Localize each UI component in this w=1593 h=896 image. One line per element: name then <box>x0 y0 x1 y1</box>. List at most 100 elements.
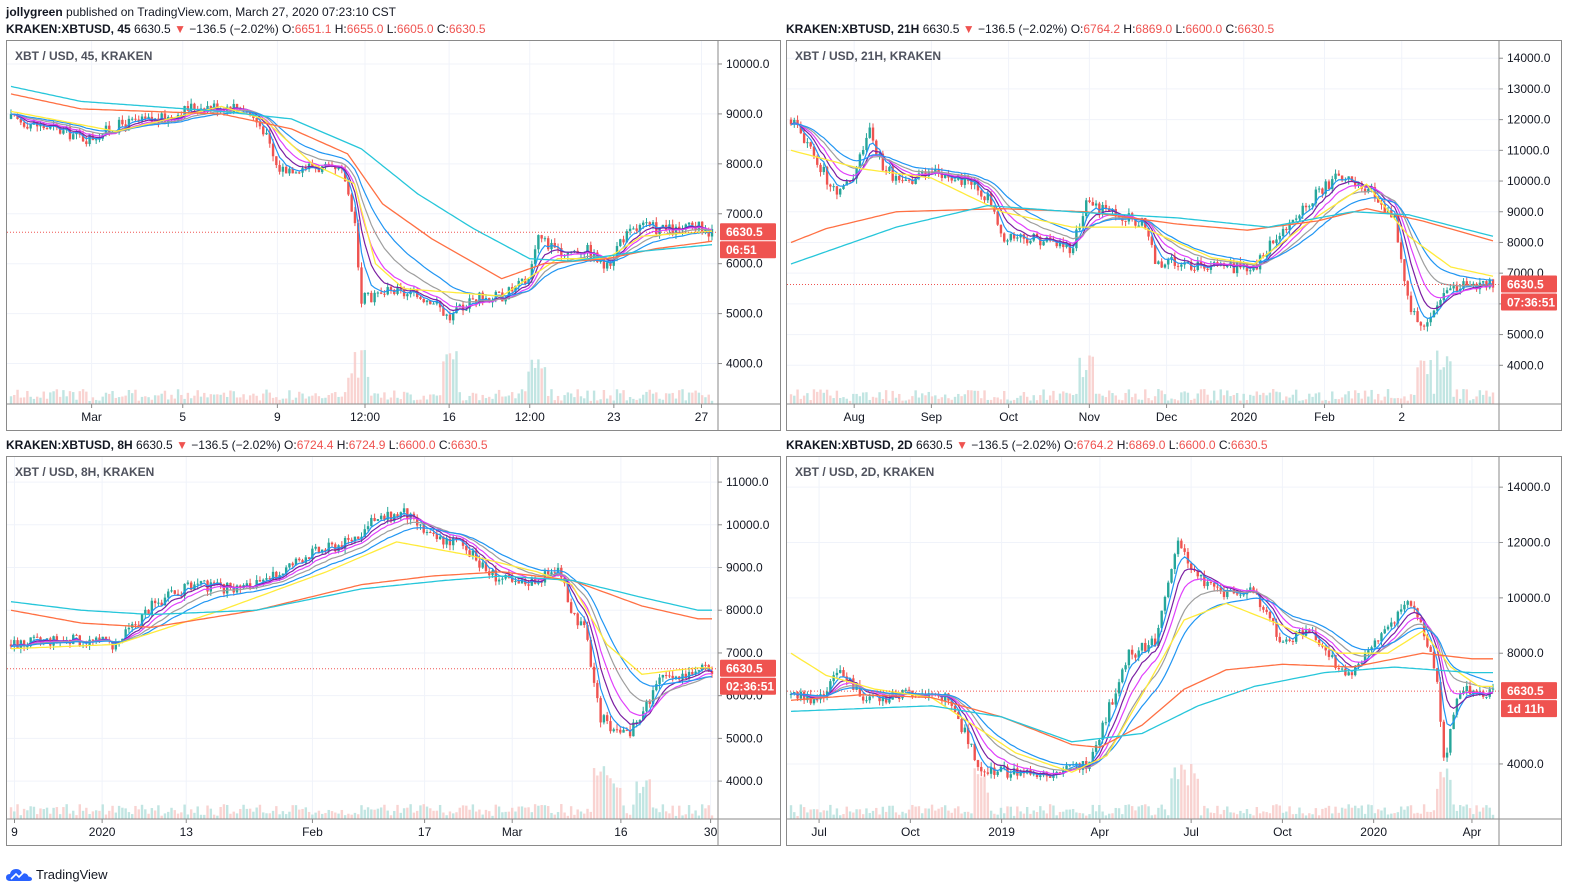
candle-body <box>353 536 357 542</box>
volume-bar <box>599 771 602 819</box>
volume-bar <box>1206 394 1209 404</box>
volume-bar <box>599 399 602 404</box>
volume-bar <box>835 390 839 404</box>
ema-slow-line <box>10 85 713 262</box>
chart-watermark: XBT / USD, 45, KRAKEN <box>15 49 153 63</box>
candle-body <box>1094 203 1098 206</box>
candle-body <box>357 223 360 268</box>
candle-body <box>1209 265 1213 270</box>
candle-body <box>553 572 556 574</box>
volume-bar <box>445 354 448 404</box>
volume-bar <box>1212 390 1216 404</box>
volume-bar <box>1409 394 1413 404</box>
volume-bar <box>1455 389 1459 404</box>
volume-bar <box>334 812 337 819</box>
candle-body <box>569 602 573 613</box>
volume-bar <box>1399 398 1403 404</box>
candle-body <box>301 560 304 563</box>
volume-bar <box>478 809 481 819</box>
volume-bar <box>1186 392 1190 404</box>
candle-body <box>402 508 406 513</box>
candle-body <box>1150 638 1154 646</box>
volume-bar <box>898 393 901 404</box>
candle-body <box>62 130 65 134</box>
volume-bar <box>124 395 127 404</box>
volume-bar <box>153 810 157 819</box>
chart-panel-45[interactable]: 10000.0 9000.0 8000.0 7000.0 6000.0 5000.0 400… <box>6 40 781 431</box>
volume-bar <box>101 396 104 404</box>
candle-body <box>619 239 622 247</box>
candle-body <box>1367 650 1370 654</box>
volume-bar <box>625 813 629 819</box>
candle-body <box>104 636 108 640</box>
volume-bar <box>98 810 101 819</box>
candle-body <box>435 533 439 540</box>
volume-bar <box>1117 808 1121 819</box>
volume-bar <box>275 397 278 404</box>
candle-body <box>140 116 144 122</box>
chart-panel-21h[interactable]: 14000.0 13000.0 12000.0 11000.0 10000.0 9000.… <box>786 40 1562 431</box>
candle-body <box>108 125 111 133</box>
legend-symbol[interactable]: KRAKEN:XBTUSD, 45 <box>6 22 131 36</box>
volume-bar <box>858 809 862 819</box>
legend-open: 6764.2 <box>1083 22 1124 36</box>
volume-bar <box>619 787 622 819</box>
candle-body <box>1170 569 1173 583</box>
volume-bar <box>1439 771 1442 819</box>
legend-symbol[interactable]: KRAKEN:XBTUSD, 8H <box>6 438 133 452</box>
chart-panel-8h[interactable]: 11000.0 10000.0 9000.0 8000.0 7000.0 6000.0 50… <box>6 456 781 846</box>
volume-bar <box>1167 400 1170 404</box>
legend-symbol[interactable]: KRAKEN:XBTUSD, 21H <box>786 22 920 36</box>
candle-body <box>1485 696 1488 698</box>
candle-body <box>386 511 389 520</box>
volume-bar <box>861 392 865 404</box>
candle-body <box>402 289 406 297</box>
volume-bar <box>1107 813 1111 819</box>
volume-bar <box>1006 806 1009 819</box>
candle-body <box>809 142 812 147</box>
volume-bar <box>697 815 701 819</box>
candle-body <box>1173 554 1177 570</box>
candle-body <box>527 584 530 586</box>
volume-bar <box>1472 814 1475 819</box>
legend-symbol[interactable]: KRAKEN:XBTUSD, 2D <box>786 438 913 452</box>
volume-bar <box>360 350 363 404</box>
candle-body <box>58 127 62 134</box>
volume-bar <box>429 808 432 819</box>
candle-body <box>1235 262 1239 274</box>
candle-body <box>442 536 445 545</box>
x-tick-label: 5 <box>179 410 186 424</box>
volume-bar <box>163 390 167 404</box>
volume-bar <box>1048 804 1052 819</box>
candle-body <box>29 637 32 647</box>
volume-bar <box>898 814 901 819</box>
candle-body <box>275 156 278 166</box>
volume-bar <box>1321 400 1324 404</box>
tradingview-logo[interactable]: TradingView <box>6 867 108 882</box>
candle-body <box>262 579 265 582</box>
volume-bar <box>455 812 458 819</box>
candle-body <box>137 119 140 122</box>
candle-body <box>468 298 471 309</box>
y-tick-label: 7000.0 <box>726 646 763 660</box>
volume-bar <box>848 811 852 819</box>
volume-bar <box>422 395 425 404</box>
candle-body <box>281 166 285 172</box>
chart-panel-2d[interactable]: 14000.0 12000.0 10000.0 8000.0 4000.0 6630.5 1… <box>786 456 1562 846</box>
countdown-bg <box>720 677 776 695</box>
volume-bar <box>42 391 45 404</box>
volume-bar <box>1091 804 1094 819</box>
candle-body <box>131 118 134 120</box>
author-name[interactable]: jollygreen <box>6 5 63 19</box>
volume-bar <box>458 807 461 819</box>
candle-body <box>1006 240 1009 242</box>
volume-bar <box>937 808 940 819</box>
volume-bars <box>789 350 1495 404</box>
volume-bar <box>1455 810 1459 819</box>
candle-body <box>1291 219 1295 223</box>
volume-bar <box>1311 396 1314 404</box>
volume-bar <box>1340 807 1344 819</box>
volume-bar <box>789 805 793 819</box>
ema-slow-line <box>790 149 1494 277</box>
volume-bar <box>888 805 891 819</box>
